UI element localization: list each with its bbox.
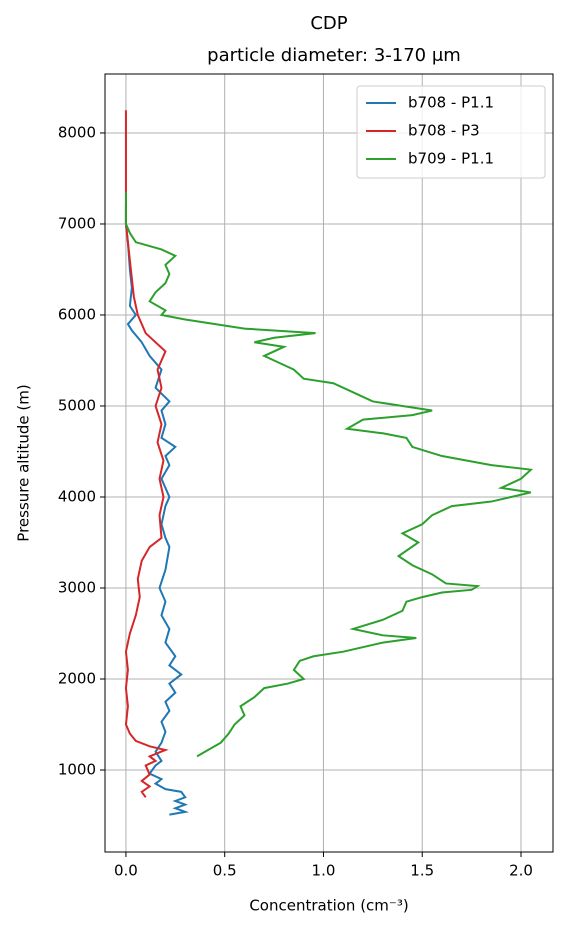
data-line — [124, 192, 534, 758]
chart-subtitle: particle diameter: 3-170 μm — [207, 45, 461, 66]
x-tick-label: 0.0 — [114, 862, 138, 880]
y-tick-label: 2000 — [58, 669, 96, 687]
legend-box — [356, 85, 546, 179]
x-axis-label: Concentration (cm⁻³) — [249, 897, 408, 915]
y-tick-label: 3000 — [58, 578, 96, 596]
y-tick-label: 8000 — [58, 123, 96, 141]
x-tick-label: 1.5 — [410, 862, 434, 880]
y-tick-label: 6000 — [58, 305, 96, 323]
y-tick-label: 7000 — [58, 214, 96, 232]
y-tick-label: 1000 — [58, 761, 96, 779]
plot-frame — [104, 73, 554, 853]
y-tick-label: 4000 — [58, 487, 96, 505]
y-axis-label: Pressure altitude (m) — [15, 384, 33, 541]
y-tick-label: 5000 — [58, 396, 96, 414]
chart-title: CDP — [310, 13, 347, 34]
data-line — [124, 110, 169, 798]
x-tick-label: 2.0 — [509, 862, 533, 880]
legend-label: b708 - P3 — [408, 122, 480, 140]
legend: b708 - P1.1 b708 - P3 b709 - P1.1 — [356, 85, 546, 179]
x-tick-label: 1.0 — [312, 862, 336, 880]
legend-label: b708 - P1.1 — [408, 94, 494, 112]
x-tick-label: 0.5 — [213, 862, 237, 880]
data-line — [124, 205, 190, 816]
legend-label: b709 - P1.1 — [408, 150, 494, 168]
